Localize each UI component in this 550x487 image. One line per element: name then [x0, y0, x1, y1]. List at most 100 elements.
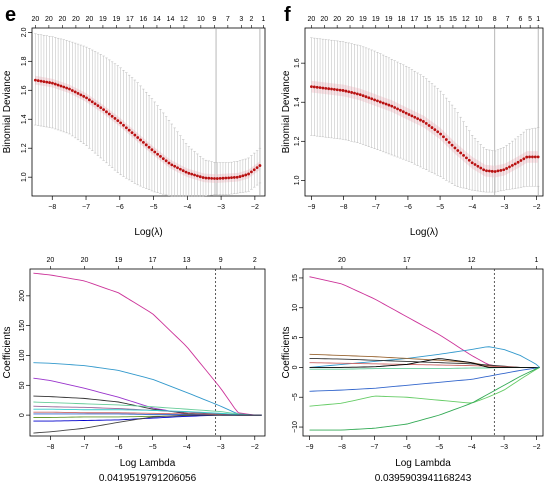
mean-point	[324, 86, 328, 90]
mean-band	[311, 80, 539, 178]
mean-point	[164, 159, 168, 163]
coefficient-path-7	[33, 408, 262, 416]
mean-point	[167, 161, 171, 165]
mean-point	[156, 152, 160, 156]
y-tick-label: 15	[292, 274, 299, 282]
mean-point	[419, 118, 422, 122]
top-tick-label: 18	[398, 16, 406, 23]
mean-point	[159, 155, 162, 158]
coefficient-path-1	[309, 276, 540, 368]
mean-point	[244, 173, 248, 177]
mean-point	[93, 102, 97, 106]
cv-panel-e: e−8 −7 −6 −5 −4 −3 −21.01.21.41.61.82.020 20 20 2…	[2, 4, 266, 238]
mean-point	[184, 170, 188, 174]
mean-point	[387, 103, 391, 107]
top-tick-label: 15	[423, 16, 431, 23]
mean-point	[73, 90, 77, 94]
top-tick-label: 8	[493, 16, 497, 23]
coefficient-path-9	[309, 367, 540, 407]
top-tick-label: 19	[372, 16, 380, 23]
top-tick-label: 17	[126, 16, 134, 23]
coefficient-path-12	[33, 414, 262, 434]
y-tick-label: 1.0	[294, 175, 301, 185]
top-tick-label: 3	[239, 16, 243, 23]
mean-point	[195, 174, 199, 178]
mean-point	[139, 138, 142, 142]
top-tick-label: 20	[45, 16, 53, 23]
mean-point	[102, 108, 105, 112]
mean-point	[347, 90, 351, 94]
top-tick-label: 20	[81, 257, 89, 264]
x-tick-label: −8	[338, 444, 346, 451]
top-tick-label: 19	[115, 257, 123, 264]
mean-point	[70, 89, 74, 92]
y-tick-label: 5	[292, 336, 299, 340]
y-tick-label: 1.4	[21, 114, 28, 124]
top-tick-label: 20	[86, 16, 94, 23]
mean-point	[250, 170, 253, 174]
mean-point	[490, 169, 494, 173]
mean-point	[210, 176, 214, 180]
mean-point	[381, 101, 385, 105]
top-tick-label: 14	[167, 16, 175, 23]
mean-point	[361, 94, 365, 98]
mean-point	[462, 153, 465, 157]
top-tick-label: 7	[226, 16, 230, 23]
mean-point	[113, 117, 117, 120]
mean-point	[238, 175, 242, 178]
x-tick-label: −6	[116, 204, 124, 211]
mean-point	[87, 98, 91, 102]
top-tick-label: 9	[212, 16, 216, 23]
mean-point	[332, 87, 336, 91]
plot-frame	[304, 27, 544, 197]
mean-point	[224, 176, 228, 180]
top-tick-label: 17	[149, 257, 157, 264]
mean-point	[533, 155, 537, 159]
y-tick-label: −5	[292, 393, 299, 401]
top-tick-label: 10	[475, 16, 483, 23]
x-tick-label: −8	[340, 204, 348, 211]
mean-point	[76, 91, 80, 95]
mean-point	[522, 157, 526, 161]
mean-point	[519, 159, 523, 162]
mean-point	[393, 106, 397, 109]
mean-point	[42, 80, 46, 84]
top-tick-label: 12	[462, 16, 470, 23]
mean-point	[310, 85, 313, 89]
mean-point	[204, 176, 208, 180]
y-tick-label: 1.2	[294, 136, 301, 146]
top-tick-label: 20	[320, 16, 328, 23]
y-axis-title: Coefficients	[281, 326, 292, 378]
mean-point	[187, 171, 191, 175]
mean-point	[341, 89, 345, 92]
x-tick-label: −2	[533, 444, 541, 451]
mean-point	[508, 165, 511, 169]
mean-point	[376, 99, 379, 103]
x-tick-label: −6	[404, 204, 412, 211]
top-tick-label: 12	[180, 16, 188, 23]
top-tick-label: 6	[519, 16, 523, 23]
x-tick-label: −6	[403, 444, 411, 451]
mean-point	[161, 157, 165, 161]
x-tick-label: −5	[150, 204, 158, 211]
y-axis-title: Binomial Deviance	[281, 70, 292, 153]
y-tick-label: 0	[19, 413, 26, 417]
mean-point	[221, 176, 225, 180]
x-axis-title: Log(λ)	[410, 227, 438, 238]
mean-point	[525, 155, 529, 159]
plot-frame	[29, 268, 266, 437]
mean-point	[447, 140, 451, 144]
top-tick-label: 5	[528, 16, 532, 23]
mean-point	[439, 132, 442, 136]
mean-point	[193, 173, 196, 177]
x-tick-label: −8	[48, 204, 56, 211]
top-tick-label: 20	[308, 16, 316, 23]
mean-point	[99, 106, 103, 110]
plot-frame	[31, 27, 266, 197]
x-tick-label: −4	[183, 444, 191, 451]
top-tick-label: 20	[47, 257, 55, 264]
x-tick-label: −3	[500, 444, 508, 451]
top-tick-label: 19	[359, 16, 367, 23]
y-axis-title: Binomial Deviance	[2, 70, 13, 153]
